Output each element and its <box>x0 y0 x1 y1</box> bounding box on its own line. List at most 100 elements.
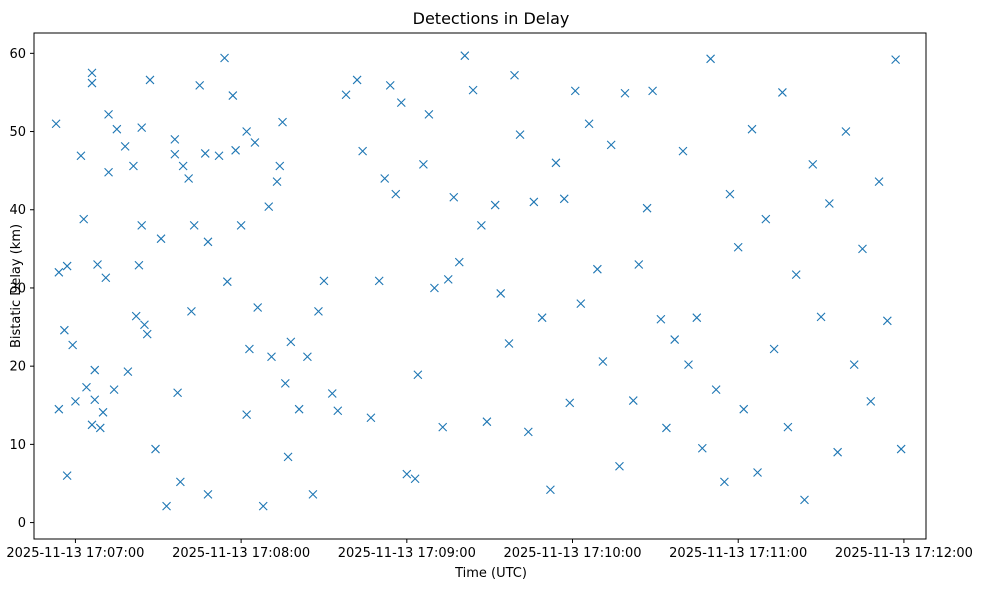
data-point <box>203 237 213 247</box>
data-point <box>214 151 224 161</box>
data-point <box>333 406 343 416</box>
data-point <box>120 142 130 151</box>
data-point <box>791 270 801 280</box>
y-tick-label: 0 <box>18 516 26 531</box>
x-axis-title: Time (UTC) <box>454 566 527 581</box>
data-point <box>253 303 263 312</box>
data-point <box>816 312 826 322</box>
data-point <box>490 200 500 210</box>
data-point <box>267 352 276 362</box>
data-point <box>87 68 97 78</box>
data-point <box>195 81 205 90</box>
data-point <box>283 452 293 462</box>
data-point <box>559 194 569 204</box>
data-point <box>341 90 351 100</box>
data-point <box>54 404 64 414</box>
data-point <box>352 75 362 85</box>
data-point <box>551 158 561 168</box>
data-point <box>278 117 287 127</box>
data-point <box>833 447 843 457</box>
data-point <box>245 344 254 354</box>
y-tick-label: 60 <box>9 47 26 62</box>
y-tick-label: 50 <box>9 125 26 140</box>
data-point <box>93 260 102 269</box>
data-point <box>62 261 72 271</box>
data-point <box>874 177 884 186</box>
data-point <box>151 444 160 454</box>
data-point <box>145 75 155 85</box>
data-point <box>109 385 119 395</box>
data-point <box>71 396 80 406</box>
data-point <box>648 86 657 96</box>
data-point <box>620 88 630 98</box>
data-point <box>739 404 749 414</box>
data-point <box>418 159 428 169</box>
data-point <box>170 134 180 144</box>
data-point <box>523 427 533 437</box>
x-tick-label: 2025-11-13 17:07:00 <box>6 546 144 561</box>
data-point <box>303 352 312 362</box>
data-point <box>546 485 555 495</box>
data-point <box>410 474 420 484</box>
data-point <box>319 276 329 286</box>
data-point <box>242 410 252 420</box>
data-point <box>129 161 138 171</box>
data-point <box>598 357 608 366</box>
data-point <box>131 311 141 321</box>
data-point <box>496 289 506 298</box>
data-point <box>327 389 337 398</box>
x-tick-label: 2025-11-13 17:11:00 <box>669 546 807 561</box>
data-point <box>68 340 78 350</box>
data-point <box>515 130 525 140</box>
data-point <box>380 174 390 183</box>
data-point <box>565 398 575 408</box>
data-point <box>242 127 252 136</box>
data-point <box>104 109 113 119</box>
data-point <box>358 146 368 156</box>
data-point <box>711 385 721 395</box>
data-point <box>747 124 757 134</box>
data-point <box>231 145 240 155</box>
data-point <box>896 444 906 454</box>
data-point <box>314 307 323 316</box>
data-point <box>59 325 69 335</box>
data-point <box>228 91 238 100</box>
y-tick-label: 10 <box>9 438 26 453</box>
data-point <box>720 477 729 487</box>
data-point <box>866 396 876 406</box>
data-point <box>482 417 492 427</box>
data-point <box>570 86 580 96</box>
data-point <box>642 203 652 213</box>
data-point <box>413 370 423 380</box>
data-point <box>170 149 180 159</box>
data-point <box>137 123 147 133</box>
data-point <box>203 490 213 499</box>
data-point <box>90 365 100 375</box>
data-point <box>90 395 100 405</box>
data-point <box>220 53 229 63</box>
data-point <box>670 335 680 344</box>
data-point <box>402 469 412 479</box>
data-point <box>849 360 859 369</box>
data-point <box>697 443 707 453</box>
y-axis: 0 10 20 30 40 50 60 <box>9 47 34 531</box>
data-point <box>753 468 762 477</box>
data-point <box>841 127 851 136</box>
data-point <box>706 54 715 64</box>
data-point <box>454 257 464 267</box>
data-point <box>761 214 771 224</box>
data-point <box>258 501 268 511</box>
data-point <box>162 501 171 511</box>
data-point <box>134 260 144 270</box>
data-point <box>391 189 401 199</box>
data-point <box>222 277 232 287</box>
data-point <box>733 242 743 252</box>
data-point <box>678 146 688 156</box>
data-point <box>104 167 113 177</box>
data-points <box>51 51 906 511</box>
data-point <box>725 189 735 199</box>
data-point <box>95 423 105 433</box>
data-point <box>87 78 97 88</box>
plot-area-frame <box>33 32 927 540</box>
